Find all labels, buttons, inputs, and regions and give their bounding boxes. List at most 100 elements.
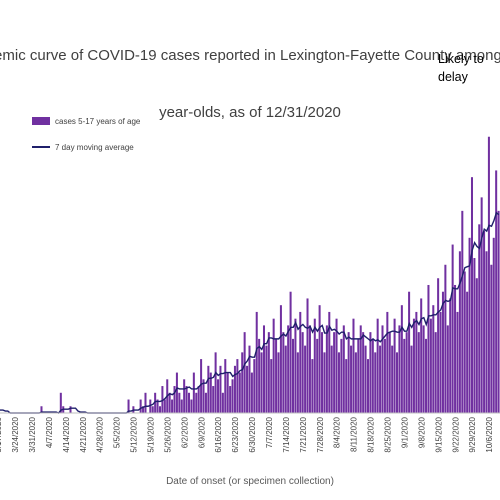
- bar: [444, 264, 447, 413]
- bar: [306, 298, 309, 413]
- bar: [217, 379, 220, 413]
- bar: [441, 291, 444, 413]
- bar: [415, 311, 418, 413]
- bar: [275, 338, 278, 413]
- moving-average-line: [0, 211, 500, 414]
- bar: [369, 332, 372, 413]
- bar: [154, 392, 157, 413]
- x-tick-label: 8/25/2020: [384, 416, 393, 452]
- bar: [149, 399, 152, 413]
- bar: [262, 325, 265, 413]
- bar: [446, 325, 449, 413]
- bar: [342, 325, 345, 413]
- bar: [318, 305, 321, 413]
- bar: [364, 345, 367, 413]
- moving-average-series: [0, 211, 500, 414]
- bar: [451, 244, 454, 413]
- x-tick-label: 6/2/2020: [180, 416, 189, 448]
- bar: [200, 359, 203, 413]
- bar: [279, 305, 282, 413]
- bar: [420, 298, 423, 413]
- bar: [311, 359, 314, 413]
- bar: [209, 372, 212, 413]
- bar: [340, 338, 343, 413]
- bar: [171, 399, 174, 413]
- annotation-line2: delay: [438, 70, 468, 84]
- x-tick-label: 8/11/2020: [350, 416, 359, 452]
- bar: [483, 231, 486, 413]
- x-tick-label: 6/23/2020: [231, 416, 240, 452]
- bar: [473, 258, 476, 413]
- bar-series: [40, 136, 500, 414]
- x-tick-label: 8/18/2020: [367, 416, 376, 452]
- bar: [204, 392, 207, 413]
- bar: [158, 406, 161, 413]
- legend-line-label: 7 day moving average: [55, 142, 134, 152]
- bar: [359, 325, 362, 413]
- x-tick-label: 9/29/2020: [468, 416, 477, 452]
- bar: [497, 210, 500, 413]
- x-tick-label: 5/26/2020: [163, 416, 172, 452]
- bar: [328, 311, 331, 413]
- bar: [425, 338, 428, 413]
- x-tick-label: 3/17/2020: [0, 416, 3, 452]
- bar: [470, 177, 473, 413]
- bar: [221, 392, 224, 413]
- bar: [241, 352, 244, 413]
- delay-annotation: Likely to delay: [438, 50, 484, 86]
- bar: [188, 392, 191, 413]
- bar: [299, 311, 302, 413]
- bar: [333, 332, 336, 413]
- bar: [434, 332, 437, 413]
- bar: [325, 325, 328, 413]
- bar: [366, 359, 369, 413]
- x-tick-label: 3/31/2020: [28, 416, 37, 452]
- bar: [59, 392, 62, 413]
- bar: [272, 318, 275, 413]
- bar: [396, 352, 399, 413]
- bar: [437, 278, 440, 413]
- bar: [250, 372, 253, 413]
- x-tick-label: 4/14/2020: [62, 416, 71, 452]
- x-tick-label: 7/21/2020: [299, 416, 308, 452]
- bar: [490, 264, 493, 413]
- x-tick-label: 7/28/2020: [316, 416, 325, 452]
- bar: [345, 359, 348, 413]
- bar: [265, 345, 268, 413]
- bar: [427, 284, 430, 413]
- bar: [243, 332, 246, 413]
- x-tick-label: 9/8/2020: [417, 416, 426, 448]
- bar: [417, 332, 420, 413]
- bar: [168, 392, 171, 413]
- chart-legend: cases 5-17 years of age 7 day moving ave…: [32, 114, 140, 166]
- bar: [190, 399, 193, 413]
- chart-title: Epidemic curve of COVID-19 cases reporte…: [0, 8, 500, 141]
- bar: [403, 338, 406, 413]
- bar: [405, 332, 408, 413]
- x-tick-label: 7/14/2020: [282, 416, 291, 452]
- bar: [69, 406, 72, 413]
- bar: [260, 352, 263, 413]
- bar: [289, 291, 292, 413]
- bar: [323, 352, 326, 413]
- legend-line-swatch: [32, 146, 50, 148]
- bar: [408, 291, 411, 413]
- x-axis-ticks: 3/17/2020 3/24/2020 3/31/2020 4/7/2020 4/14/…: [0, 416, 494, 452]
- bar: [495, 170, 498, 413]
- bar: [376, 318, 379, 413]
- x-tick-label: 3/24/2020: [11, 416, 20, 452]
- bar: [371, 338, 374, 413]
- x-tick-label: 4/7/2020: [45, 416, 54, 448]
- bar: [156, 399, 159, 413]
- bar: [386, 311, 389, 413]
- x-tick-label: 9/15/2020: [434, 416, 443, 452]
- bar: [282, 332, 285, 413]
- bar: [294, 318, 297, 413]
- bar: [127, 399, 130, 413]
- bar: [383, 338, 386, 413]
- bar: [267, 332, 270, 413]
- bar: [192, 372, 195, 413]
- bar: [478, 224, 481, 413]
- bar: [214, 352, 217, 413]
